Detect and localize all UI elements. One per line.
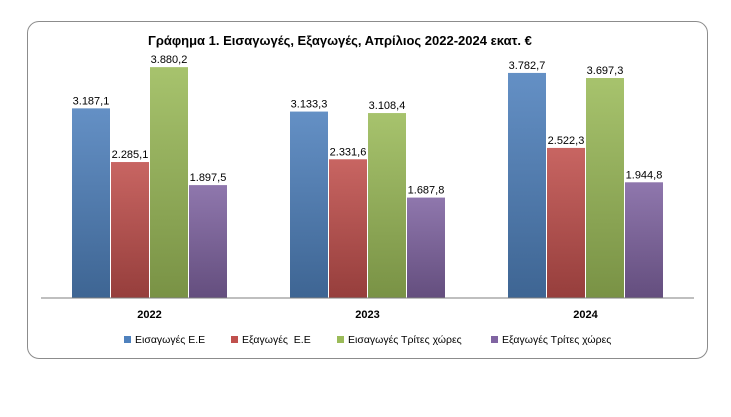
- value-label-2024-series-2: 2.522,3: [548, 135, 585, 147]
- category-label-2024: 2024: [573, 309, 598, 321]
- category-labels-layer: 2022 2023 2024: [137, 309, 598, 321]
- bar-2024-series-1: [508, 72, 546, 298]
- bar-2023-series-1: [290, 111, 328, 298]
- category-label-2023: 2023: [355, 309, 379, 321]
- value-label-2022-series-2: 2.285,1: [112, 149, 149, 161]
- value-label-2024-series-4: 1.944,8: [626, 169, 663, 181]
- bar-2024-series-3: [586, 78, 624, 298]
- bar-2023-series-4: [407, 197, 445, 298]
- bar-2022-series-1: [72, 108, 110, 298]
- legend-label-series-2: Εξαγωγές Ε.Ε: [242, 334, 311, 346]
- legend-swatch-series-3: [337, 336, 344, 343]
- category-label-2022: 2022: [137, 309, 161, 321]
- value-label-2023-series-1: 3.133,3: [291, 99, 328, 111]
- bar-2022-series-3: [150, 67, 188, 298]
- legend-swatch-series-4: [491, 336, 498, 343]
- bar-2024-series-4: [625, 182, 663, 298]
- legend-label-series-1: Εισαγωγές Ε.Ε: [135, 334, 205, 346]
- bar-2022-series-4: [189, 185, 227, 298]
- value-label-2023-series-3: 3.108,4: [369, 100, 406, 112]
- bar-2024-series-2: [547, 147, 585, 298]
- value-label-2024-series-3: 3.697,3: [587, 65, 624, 77]
- legend: Εισαγωγές Ε.Ε Εξαγωγές Ε.Ε Εισαγωγές Τρίτε…: [124, 334, 611, 346]
- value-labels-layer: 3.187,1 2.285,1 3.880,2 1.897,5 3.133,3 2.331…: [73, 54, 663, 196]
- bars-layer: [72, 67, 663, 298]
- value-label-2023-series-4: 1.687,8: [408, 185, 445, 197]
- chart-title: Γράφημα 1. Εισαγωγές, Εξαγωγές, Απρίλιος…: [148, 33, 532, 48]
- legend-swatch-series-1: [124, 336, 131, 343]
- bar-2023-series-2: [329, 159, 367, 298]
- bar-2022-series-2: [111, 162, 149, 298]
- legend-label-series-3: Εισαγωγές Τρίτες χώρες: [348, 334, 462, 346]
- value-label-2022-series-3: 3.880,2: [151, 54, 188, 66]
- value-label-2022-series-4: 1.897,5: [190, 172, 227, 184]
- legend-label-series-4: Εξαγωγές Τρίτες χώρες: [502, 334, 611, 346]
- legend-swatch-series-2: [231, 336, 238, 343]
- value-label-2023-series-2: 2.331,6: [330, 146, 367, 158]
- value-label-2024-series-1: 3.782,7: [509, 60, 546, 72]
- value-label-2022-series-1: 3.187,1: [73, 95, 110, 107]
- bar-2023-series-3: [368, 113, 406, 298]
